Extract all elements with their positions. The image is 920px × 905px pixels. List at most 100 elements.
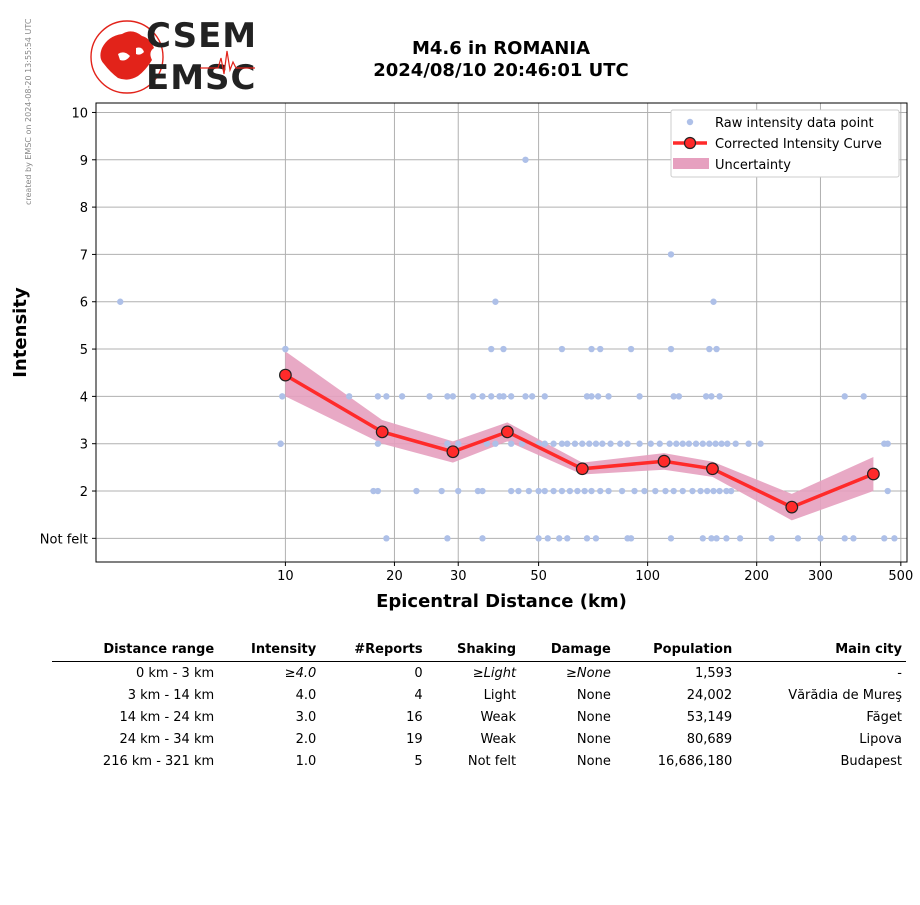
x-tick-label: 30	[450, 569, 467, 584]
plot-frame	[95, 102, 908, 563]
curve-point	[575, 462, 589, 476]
curve-point	[500, 425, 514, 439]
raw-data-point	[558, 487, 566, 495]
title-line-2: 2024/08/10 20:46:01 UTC	[373, 60, 629, 81]
x-tick-label: 300	[808, 569, 833, 584]
raw-data-point	[525, 487, 533, 495]
raw-data-point	[716, 393, 723, 400]
uncertainty-band	[285, 351, 874, 521]
raw-data-point	[692, 440, 700, 447]
raw-data-point	[592, 440, 600, 447]
x-tick-label: 500	[888, 569, 913, 584]
raw-data-point	[558, 440, 566, 447]
raw-data-point	[541, 393, 548, 400]
legend: Raw intensity data point Corrected Intens…	[670, 109, 900, 178]
raw-data-point	[479, 535, 486, 542]
raw-data-point	[841, 393, 848, 400]
raw-data-point	[736, 535, 744, 542]
raw-data-point	[500, 393, 507, 400]
raw-data-point	[708, 535, 715, 542]
raw-data-point	[550, 487, 557, 495]
raw-data-point	[724, 440, 731, 447]
curve-line	[284, 373, 875, 510]
raw-data-point	[850, 535, 857, 542]
raw-data-point	[841, 535, 848, 542]
raw-data-point	[117, 298, 124, 305]
csem-emsc-logo: CSEM EMSC	[88, 16, 258, 98]
raw-data-point	[702, 393, 710, 400]
table-row: 14 km - 24 km 3.0 16 Weak None 53,149 Făget	[52, 706, 906, 728]
raw-data-point	[713, 345, 720, 353]
raw-data-point	[586, 440, 593, 447]
raw-data-point	[860, 393, 867, 400]
raw-data-point	[374, 487, 382, 495]
raw-data-point	[535, 535, 542, 542]
raw-data-point	[703, 487, 711, 495]
raw-data-point	[652, 487, 659, 495]
legend-label: Corrected Intensity Curve	[715, 137, 882, 152]
raw-data-point	[438, 487, 445, 495]
raw-data-point	[641, 487, 648, 495]
table-header-cell: Intensity	[218, 640, 321, 662]
curve-point	[279, 368, 292, 382]
raw-data-point	[697, 487, 704, 495]
raw-data-point	[588, 393, 595, 400]
y-axis-label: Intensity	[10, 287, 31, 378]
raw-data-point	[522, 156, 529, 163]
raw-data-point	[817, 535, 824, 542]
raw-data-point	[522, 393, 529, 400]
curve-point	[375, 425, 389, 439]
table-header-cell: #Reports	[320, 640, 427, 662]
raw-data-point	[699, 440, 707, 447]
chart-title: M4.6 in ROMANIA 2024/08/10 20:46:01 UTC	[300, 38, 702, 82]
table-cell-intensity: 2.0	[295, 732, 317, 747]
raw-data-point	[618, 487, 626, 495]
logo-text-csem: CSEM	[146, 16, 258, 56]
raw-data-point	[383, 535, 390, 542]
raw-data-point	[528, 393, 536, 400]
table-cell-intensity: 4.0	[295, 688, 317, 703]
table-header-cell: Main city	[736, 640, 906, 662]
table-cell-intensity: ≥4.0	[284, 666, 317, 681]
raw-data-point	[710, 298, 717, 305]
raw-data-point	[581, 487, 588, 495]
table-cell-population: 1,593	[695, 666, 733, 681]
raw-data-point	[666, 440, 673, 447]
y-tick-label: 5	[80, 343, 88, 358]
raw-data-point	[541, 487, 548, 495]
raw-data-point	[556, 535, 563, 542]
raw-data-point	[723, 487, 730, 495]
table-cell-damage: None	[576, 754, 611, 769]
raw-data-point	[689, 487, 696, 495]
curve-point	[867, 467, 880, 481]
raw-data-point	[670, 393, 677, 400]
x-tick-label: 200	[744, 569, 769, 584]
raw-data-point	[564, 535, 571, 542]
raw-data-point	[794, 535, 802, 542]
y-tick-label: 7	[80, 248, 88, 263]
raw-data-point	[594, 393, 602, 400]
table-cell-reports: 16	[406, 710, 423, 725]
raw-data-point	[732, 440, 739, 447]
y-tick-label: 8	[80, 201, 88, 216]
raw-data-point	[745, 440, 752, 447]
legend-label: Raw intensity data point	[715, 116, 874, 131]
y-tick-label: 4	[80, 390, 88, 405]
raw-data-point	[647, 440, 654, 447]
raw-data-point	[488, 345, 495, 353]
raw-data-point	[597, 345, 604, 353]
y-tick-label: 6	[80, 296, 88, 311]
axes: 10 20 30 50 100 200 300 500 Not felt 2 3 4 5 6 7 8 9 10	[40, 106, 913, 584]
raw-data-point	[588, 487, 595, 495]
curve-point	[446, 445, 460, 459]
raw-data-point	[541, 440, 548, 447]
raw-data-point	[398, 393, 406, 400]
raw-data-point	[627, 345, 635, 353]
raw-data-point	[599, 440, 606, 447]
table-cell-range: 216 km - 321 km	[102, 754, 215, 769]
raw-data-point	[617, 440, 624, 447]
raw-data-point	[884, 440, 891, 447]
table-cell-range: 24 km - 34 km	[119, 732, 215, 747]
raw-data-point	[479, 393, 486, 400]
table-cell-shaking: Weak	[480, 710, 517, 725]
